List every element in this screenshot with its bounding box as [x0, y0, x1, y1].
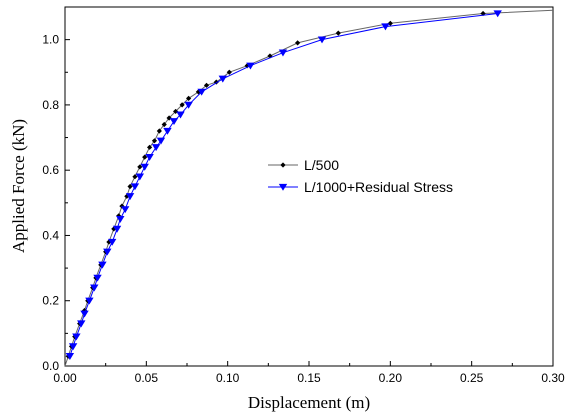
y-tick-label: 0.6	[42, 163, 59, 177]
y-axis-ticks: 0.0 0.2 0.4 0.6 0.8 1.0	[42, 33, 70, 373]
x-tick-label: 0.30	[541, 371, 565, 385]
legend: L/500 L/1000+Residual Stress	[268, 157, 453, 195]
x-tick-label: 0.10	[216, 371, 240, 385]
data-point	[137, 164, 143, 170]
data-point	[173, 108, 179, 115]
data-point	[112, 225, 122, 233]
series-l1000-residual-stress	[65, 10, 502, 360]
x-tick-label: 0.15	[297, 371, 321, 385]
data-point	[85, 297, 94, 305]
data-point	[93, 274, 102, 282]
data-point	[156, 128, 162, 134]
data-point	[120, 206, 130, 214]
data-point	[135, 173, 145, 181]
data-point	[493, 10, 502, 18]
data-point	[72, 333, 81, 341]
y-axis-title: Applied Force (kN)	[9, 119, 28, 253]
legend-label: L/500	[304, 157, 339, 173]
y-tick-label: 0.0	[42, 359, 59, 373]
x-tick-label: 0.20	[379, 371, 403, 385]
data-point	[186, 95, 192, 101]
data-point	[151, 144, 161, 152]
data-point	[140, 163, 149, 171]
y-tick-label: 0.8	[42, 98, 59, 112]
data-point	[125, 193, 135, 201]
x-tick-label: 0.00	[53, 371, 77, 385]
data-point	[130, 183, 140, 191]
data-point	[169, 118, 179, 126]
y-tick-label: 0.2	[42, 294, 59, 308]
data-point	[176, 111, 185, 119]
data-point	[156, 137, 166, 145]
data-point	[166, 115, 172, 121]
x-axis-title: Displacement (m)	[248, 393, 370, 412]
data-point	[142, 154, 148, 160]
y-tick-label: 0.4	[42, 228, 59, 242]
data-point	[151, 138, 158, 144]
data-point	[107, 238, 117, 246]
series-layer	[64, 9, 554, 367]
data-point	[184, 101, 193, 109]
legend-marker	[280, 162, 286, 168]
data-point	[80, 310, 89, 318]
data-point	[226, 69, 232, 75]
data-point	[387, 20, 393, 26]
x-axis-ticks: 0.00 0.05 0.10 0.15 0.20 0.25 0.30	[53, 361, 565, 385]
data-point	[65, 353, 75, 360]
data-point	[381, 23, 390, 31]
data-point	[68, 343, 78, 351]
data-point	[295, 40, 301, 46]
data-point	[146, 144, 153, 150]
data-point	[98, 261, 107, 269]
data-point	[218, 75, 227, 83]
data-point	[119, 203, 125, 209]
legend-label: L/1000+Residual Stress	[304, 179, 453, 195]
data-point	[317, 36, 327, 44]
data-point	[179, 102, 185, 108]
data-point	[90, 284, 99, 292]
x-tick-label: 0.25	[460, 371, 484, 385]
data-point	[197, 88, 206, 96]
data-point	[145, 153, 154, 161]
data-point	[246, 62, 255, 70]
data-point	[163, 127, 172, 135]
data-point	[116, 215, 125, 223]
data-point	[132, 174, 138, 180]
data-point	[127, 183, 133, 190]
data-point	[103, 248, 112, 256]
data-point	[244, 63, 250, 69]
data-point	[278, 49, 288, 57]
data-point	[335, 30, 341, 36]
data-point	[77, 320, 86, 328]
y-tick-label: 1.0	[42, 33, 59, 47]
data-point	[161, 121, 167, 128]
data-point	[267, 53, 273, 59]
legend-marker	[278, 183, 288, 191]
x-tick-label: 0.05	[135, 371, 159, 385]
data-point	[203, 82, 210, 88]
